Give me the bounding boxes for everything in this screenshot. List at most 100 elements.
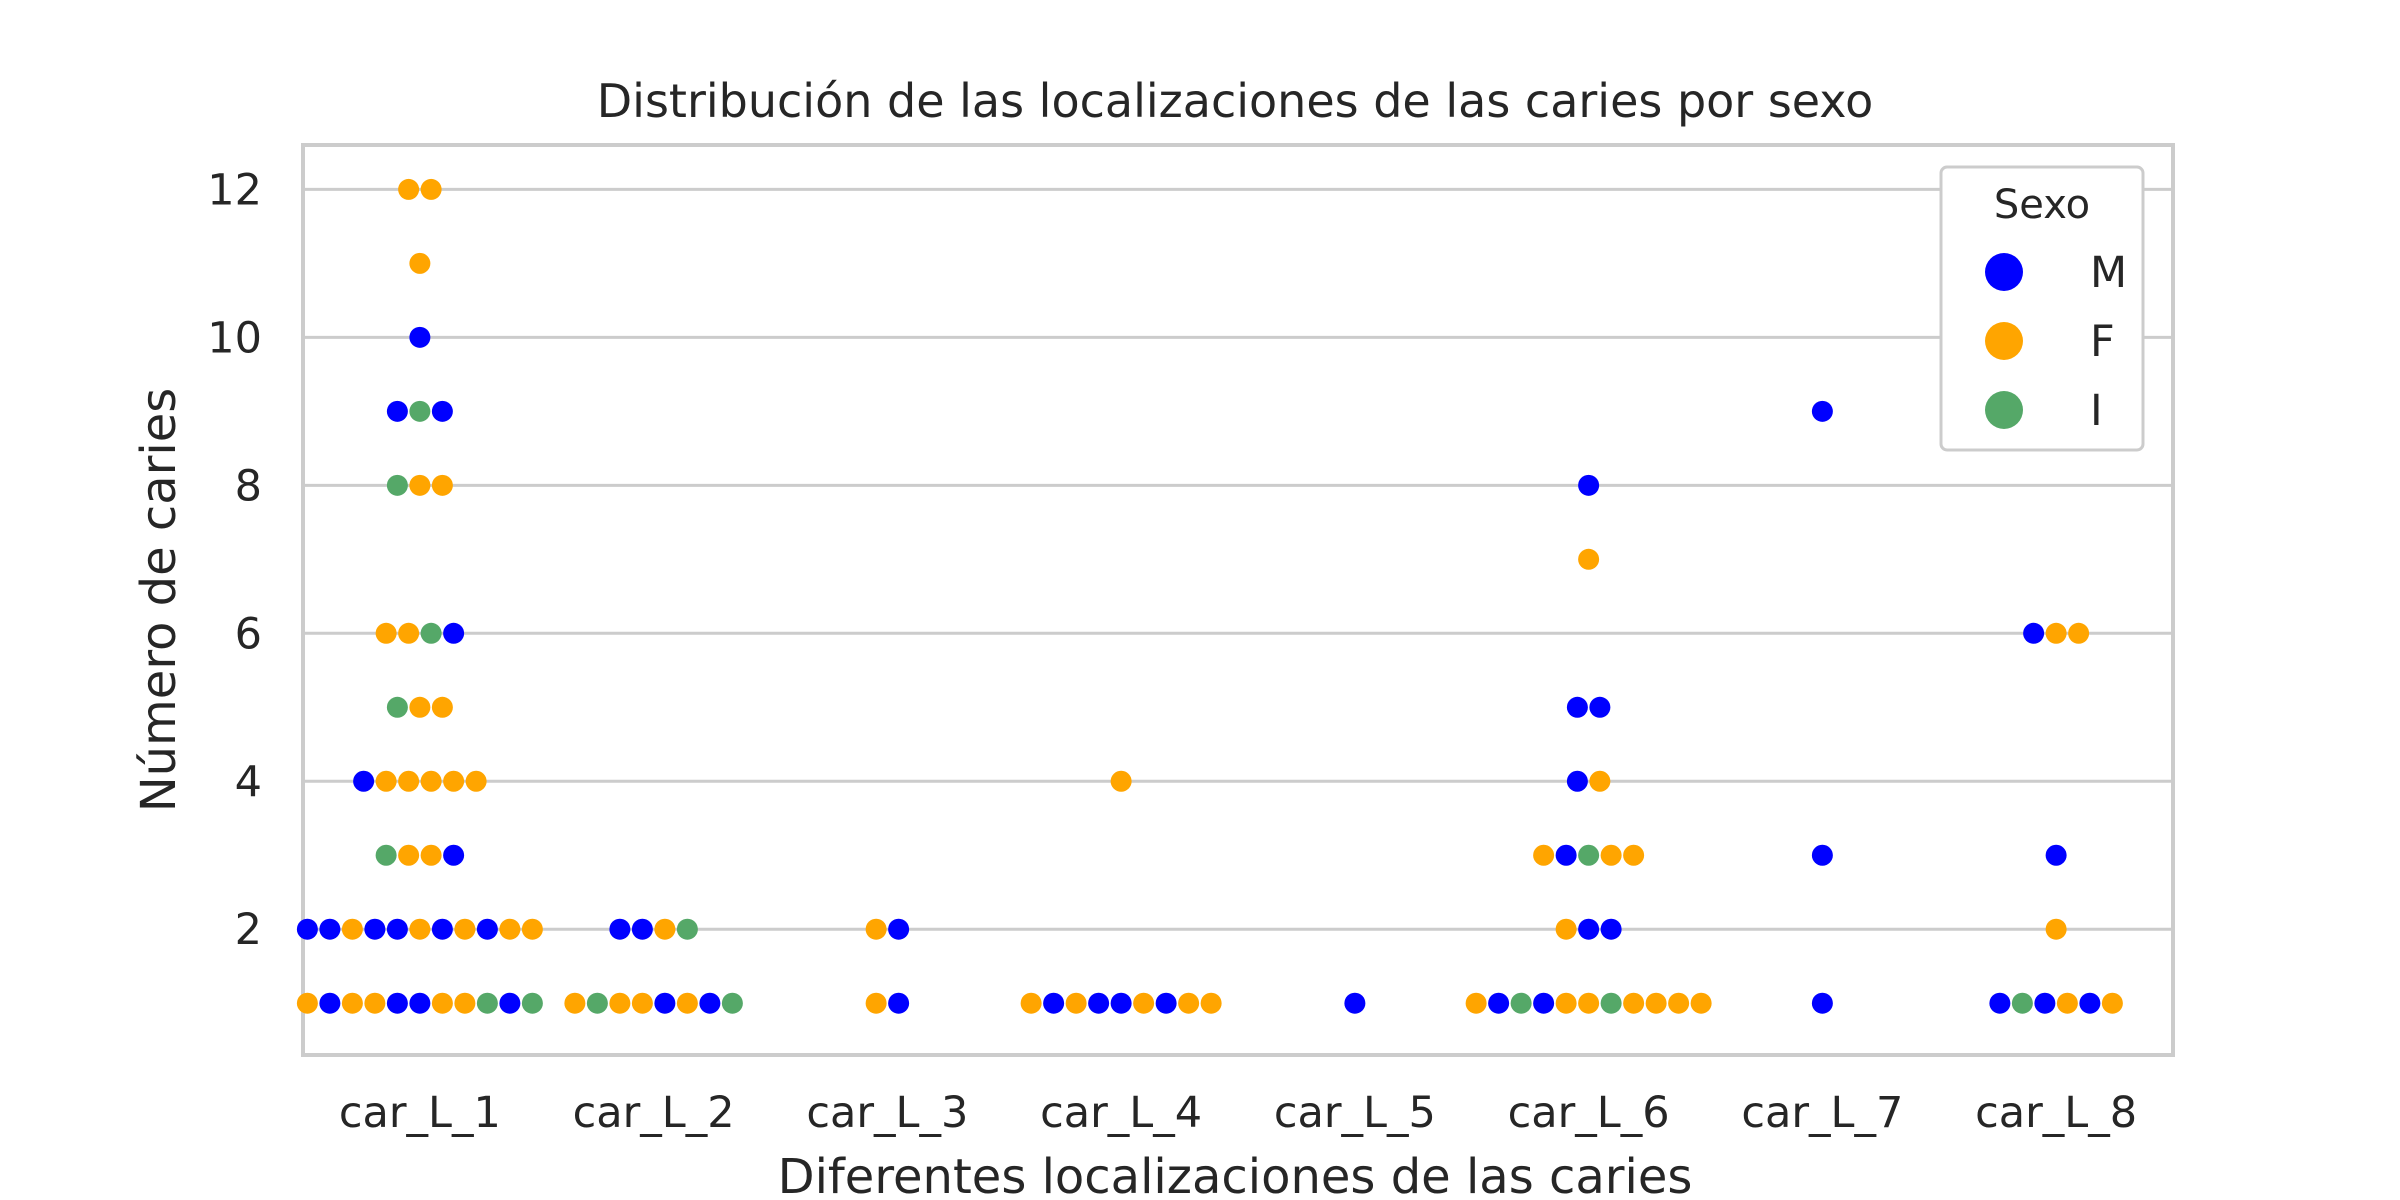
- x-tick-label-car_L_8: car_L_8: [1975, 1088, 2137, 1138]
- y-tick-label-6: 6: [235, 609, 262, 659]
- legend-entries: MFI: [1985, 248, 2127, 436]
- point-car_L_2-1-F: [564, 992, 586, 1014]
- legend-title: Sexo: [1994, 182, 2090, 228]
- legend-marker-M: [1985, 253, 2023, 291]
- point-car_L_6-3-I: [1578, 844, 1600, 866]
- point-car_L_3-1-F: [865, 992, 887, 1014]
- point-car_L_8-6-M: [2023, 622, 2045, 644]
- point-car_L_6-3-F: [1533, 844, 1555, 866]
- point-car_L_8-3-M: [2045, 844, 2067, 866]
- point-car_L_6-4-M: [1566, 770, 1588, 792]
- point-car_L_6-5-M: [1566, 696, 1588, 718]
- point-car_L_1-1-F: [341, 992, 363, 1014]
- point-car_L_6-1-F: [1578, 992, 1600, 1014]
- point-car_L_1-8-F: [409, 474, 431, 496]
- point-car_L_2-1-F: [631, 992, 653, 1014]
- point-car_L_8-6-F: [2045, 622, 2067, 644]
- point-car_L_1-2-F: [499, 918, 521, 940]
- point-car_L_4-1-M: [1155, 992, 1177, 1014]
- point-car_L_7-3-M: [1811, 844, 1833, 866]
- y-tick-label-4: 4: [235, 757, 262, 807]
- y-tick-label-8: 8: [235, 461, 262, 511]
- point-car_L_1-2-F: [454, 918, 476, 940]
- point-car_L_6-1-F: [1645, 992, 1667, 1014]
- point-car_L_1-2-M: [319, 918, 341, 940]
- point-car_L_6-3-F: [1600, 844, 1622, 866]
- legend-marker-I: [1985, 391, 2023, 429]
- point-car_L_1-1-M: [319, 992, 341, 1014]
- x-tick-label-car_L_6: car_L_6: [1508, 1088, 1670, 1138]
- y-tick-label-2: 2: [235, 905, 262, 955]
- point-car_L_1-9-I: [409, 400, 431, 422]
- point-car_L_8-1-M: [1989, 992, 2011, 1014]
- point-car_L_4-1-F: [1133, 992, 1155, 1014]
- point-car_L_1-3-M: [443, 844, 465, 866]
- legend-marker-F: [1985, 322, 2023, 360]
- point-car_L_1-5-I: [386, 696, 408, 718]
- point-car_L_1-9-M: [431, 400, 453, 422]
- y-tick-label-10: 10: [207, 313, 262, 363]
- point-car_L_1-8-F: [431, 474, 453, 496]
- point-car_L_4-1-F: [1200, 992, 1222, 1014]
- point-car_L_1-4-F: [420, 770, 442, 792]
- point-car_L_6-8-M: [1578, 474, 1600, 496]
- point-car_L_1-2-M: [431, 918, 453, 940]
- point-car_L_4-4-F: [1110, 770, 1132, 792]
- x-tick-labels: car_L_1 car_L_2 car_L_3 car_L_4 car_L_5 car_L…: [339, 1088, 2137, 1138]
- point-car_L_1-6-M: [443, 622, 465, 644]
- legend-label-F: F: [2090, 317, 2115, 367]
- x-tick-label-car_L_1: car_L_1: [339, 1088, 501, 1138]
- point-car_L_6-4-F: [1589, 770, 1611, 792]
- x-tick-label-car_L_4: car_L_4: [1040, 1088, 1202, 1138]
- point-car_L_1-2-M: [364, 918, 386, 940]
- point-car_L_6-1-F: [1690, 992, 1712, 1014]
- point-car_L_4-1-F: [1065, 992, 1087, 1014]
- point-car_L_1-4-F: [443, 770, 465, 792]
- x-tick-label-car_L_2: car_L_2: [573, 1088, 735, 1138]
- point-car_L_6-3-M: [1555, 844, 1577, 866]
- x-tick-label-car_L_7: car_L_7: [1741, 1088, 1903, 1138]
- point-car_L_6-1-I: [1600, 992, 1622, 1014]
- point-car_L_6-5-M: [1589, 696, 1611, 718]
- point-car_L_2-1-M: [654, 992, 676, 1014]
- y-tick-label-12: 12: [207, 165, 262, 215]
- point-car_L_1-1-I: [521, 992, 543, 1014]
- point-car_L_6-1-F: [1623, 992, 1645, 1014]
- point-car_L_2-1-F: [676, 992, 698, 1014]
- point-car_L_1-1-M: [386, 992, 408, 1014]
- point-car_L_1-2-M: [296, 918, 318, 940]
- point-car_L_6-3-F: [1623, 844, 1645, 866]
- point-car_L_1-4-F: [465, 770, 487, 792]
- legend: Sexo MFI: [1939, 165, 2145, 452]
- point-car_L_8-1-I: [2011, 992, 2033, 1014]
- point-car_L_4-1-M: [1110, 992, 1132, 1014]
- point-car_L_1-8-I: [386, 474, 408, 496]
- point-car_L_1-3-I: [375, 844, 397, 866]
- y-axis-label: Número de caries: [131, 388, 187, 813]
- point-car_L_6-1-M: [1488, 992, 1510, 1014]
- x-tick-label-car_L_3: car_L_3: [806, 1088, 968, 1138]
- legend-label-I: I: [2090, 386, 2103, 436]
- chart-title: Distribución de las localizaciones de la…: [597, 74, 1874, 128]
- point-car_L_1-5-F: [409, 696, 431, 718]
- point-car_L_8-1-F: [2101, 992, 2123, 1014]
- point-car_L_6-7-F: [1578, 548, 1600, 570]
- point-car_L_6-1-F: [1555, 992, 1577, 1014]
- point-car_L_5-1-M: [1344, 992, 1366, 1014]
- point-car_L_6-2-M: [1600, 918, 1622, 940]
- legend-box: [1939, 165, 2145, 452]
- point-car_L_3-2-F: [865, 918, 887, 940]
- point-car_L_1-1-F: [364, 992, 386, 1014]
- point-car_L_1-2-F: [521, 918, 543, 940]
- point-car_L_6-1-F: [1668, 992, 1690, 1014]
- point-car_L_8-1-F: [2056, 992, 2078, 1014]
- point-car_L_2-2-I: [676, 918, 698, 940]
- point-car_L_1-1-F: [431, 992, 453, 1014]
- point-car_L_4-1-M: [1088, 992, 1110, 1014]
- point-car_L_1-11-F: [409, 252, 431, 274]
- point-car_L_1-6-F: [398, 622, 420, 644]
- point-car_L_8-6-F: [2068, 622, 2090, 644]
- plot-frame: [301, 143, 2175, 1057]
- x-axis-label: Diferentes localizaciones de las caries: [778, 1149, 1693, 1200]
- point-car_L_2-2-F: [654, 918, 676, 940]
